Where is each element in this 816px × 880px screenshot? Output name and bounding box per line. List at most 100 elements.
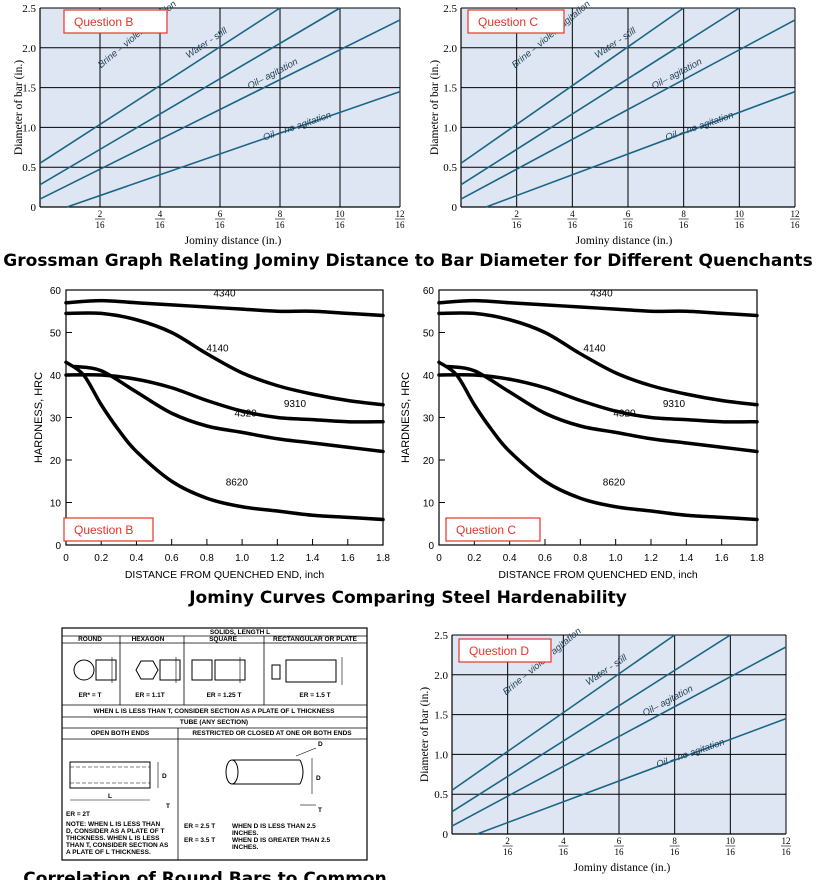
x-tick-denominator: 16 (503, 847, 513, 857)
x-tick-label: 0 (436, 553, 442, 564)
y-tick-label: 0 (443, 829, 449, 841)
x-tick-label: 1.4 (306, 553, 320, 564)
open-tube-dim-t: T (166, 803, 170, 810)
tube-title: TUBE (ANY SECTION) (180, 719, 248, 726)
y-tick-label: 0 (428, 541, 434, 552)
y-tick-label: 10 (423, 499, 435, 510)
plot-frame (65, 289, 384, 546)
question-label: Question B (74, 15, 133, 29)
y-tick-label: 2.5 (434, 630, 448, 642)
note-25: WHEN D IS LESS THAN 2.5 INCHES. (232, 823, 318, 837)
er-rectangular: ER = 1.5 T (299, 692, 330, 699)
jominy-caption: Jominy Curves Comparing Steel Hardenabil… (188, 588, 627, 608)
series-label: 4340 (213, 288, 236, 299)
question-label: Question C (456, 523, 516, 537)
round-section-drawing (73, 657, 117, 683)
x-tick-numerator: 2 (514, 209, 519, 219)
tube-header-open: OPEN BOTH ENDS (91, 730, 150, 737)
jominy-chart-question-c: 0 10 20 30 40 50 60 0 0.2 0.4 0.6 0.8 1.0 1.2 1.4 1.6 1.… (400, 286, 764, 581)
series-line (39, 19, 401, 200)
x-tick-denominator: 16 (396, 220, 406, 230)
x-tick-denominator: 16 (624, 220, 634, 230)
x-tick-numerator: 6 (626, 209, 631, 219)
x-axis-label: Jominy distance (in.) (185, 235, 282, 247)
series-line (64, 360, 385, 522)
y-tick-label: 1.5 (22, 83, 36, 95)
x-tick-label: 0.4 (129, 553, 143, 564)
y-tick-label: 30 (423, 414, 435, 425)
er-square: ER = 1.25 T (207, 692, 242, 699)
series-line (39, 7, 281, 164)
x-tick-label: 1.6 (341, 553, 355, 564)
x-axis-label: Jominy distance (in.) (574, 862, 671, 874)
x-tick-denominator: 16 (512, 220, 522, 230)
y-tick-label: 20 (50, 456, 62, 467)
x-tick-numerator: 2 (505, 836, 510, 846)
x-tick-denominator: 16 (735, 220, 745, 230)
x-tick-denominator: 16 (568, 220, 578, 230)
tube-note-left: NOTE: WHEN L IS LESS THAN D, CONSIDER AS… (66, 821, 170, 856)
open-tube-drawing: L T D (69, 761, 170, 810)
closed-tube-dim-t: T (318, 807, 322, 814)
question-label-box (63, 9, 168, 34)
series-line (446, 364, 759, 454)
table-title: SOLIDS, LENGTH L (210, 629, 270, 636)
x-tick-numerator: 8 (278, 209, 283, 219)
x-tick-label: 1.8 (750, 553, 764, 564)
series-line (64, 311, 385, 407)
open-tube-dim-l: L (108, 793, 112, 800)
series-line (485, 90, 796, 208)
plot-frame (438, 289, 758, 546)
series-line (476, 717, 787, 835)
grossman-chart-question-b: Brine – violent agitation Water - stillOi… (13, 0, 405, 247)
x-tick-denominator: 16 (782, 847, 792, 857)
series-label: 9310 (284, 399, 307, 410)
x-tick-numerator: 12 (791, 209, 800, 219)
y-axis-label: HARDNESS, HRC (400, 372, 412, 463)
tube-header-closed: RESTRICTED OR CLOSED AT ONE OR BOTH ENDS (192, 730, 352, 737)
plate-note: WHEN L IS LESS THAN T, CONSIDER SECTION … (94, 708, 336, 715)
x-tick-label: 0.6 (538, 553, 552, 564)
series-label: 4320 (613, 409, 636, 420)
series-line (66, 90, 401, 208)
closed-tube-dim-d-top: D (318, 741, 323, 748)
question-label: Question D (469, 644, 529, 658)
y-tick-label: 2.0 (22, 43, 36, 55)
hexagon-section-drawing (135, 657, 181, 683)
er-round: ER* = T (79, 692, 102, 699)
grossman-chart-question-c: Brine – violent agitation Water - stillOi… (429, 0, 800, 247)
y-tick-label: 0 (31, 202, 37, 214)
x-axis-label: Jominy distance (in.) (576, 235, 673, 247)
series-line (39, 7, 341, 186)
grossman-caption: Grossman Graph Relating Jominy Distance … (3, 251, 812, 271)
x-tick-numerator: 6 (617, 836, 622, 846)
series-label: 4340 (590, 288, 613, 299)
x-tick-denominator: 16 (216, 220, 226, 230)
er-35t: ER = 3.5 T (184, 837, 215, 844)
y-tick-label: 2.5 (22, 3, 36, 15)
x-axis-label: DISTANCE FROM QUENCHED END, inch (498, 569, 697, 581)
x-tick-denominator: 16 (726, 847, 736, 857)
x-tick-label: 1.0 (609, 553, 623, 564)
y-tick-label: 0.5 (434, 789, 448, 801)
x-axis-label: DISTANCE FROM QUENCHED END, inch (125, 569, 324, 581)
y-tick-label: 40 (423, 371, 435, 382)
x-tick-label: 1.0 (235, 553, 249, 564)
y-axis-label: HARDNESS, HRC (33, 372, 45, 463)
er-hexagon: ER = 1.1T (135, 692, 164, 699)
x-tick-numerator: 8 (681, 209, 686, 219)
series-line (437, 360, 759, 522)
series-line (451, 634, 731, 813)
y-tick-label: 1.5 (443, 83, 457, 95)
x-tick-label: 1.8 (376, 553, 390, 564)
x-tick-label: 0.8 (200, 553, 214, 564)
y-tick-label: 30 (50, 414, 62, 425)
question-label-box (467, 9, 565, 34)
x-tick-numerator: 10 (336, 209, 346, 219)
closed-tube-dim-d: D (316, 775, 321, 782)
x-tick-numerator: 12 (396, 209, 405, 219)
header-rectangular: RECTANGULAR OR PLATE (273, 636, 358, 643)
x-tick-numerator: 2 (98, 209, 103, 219)
